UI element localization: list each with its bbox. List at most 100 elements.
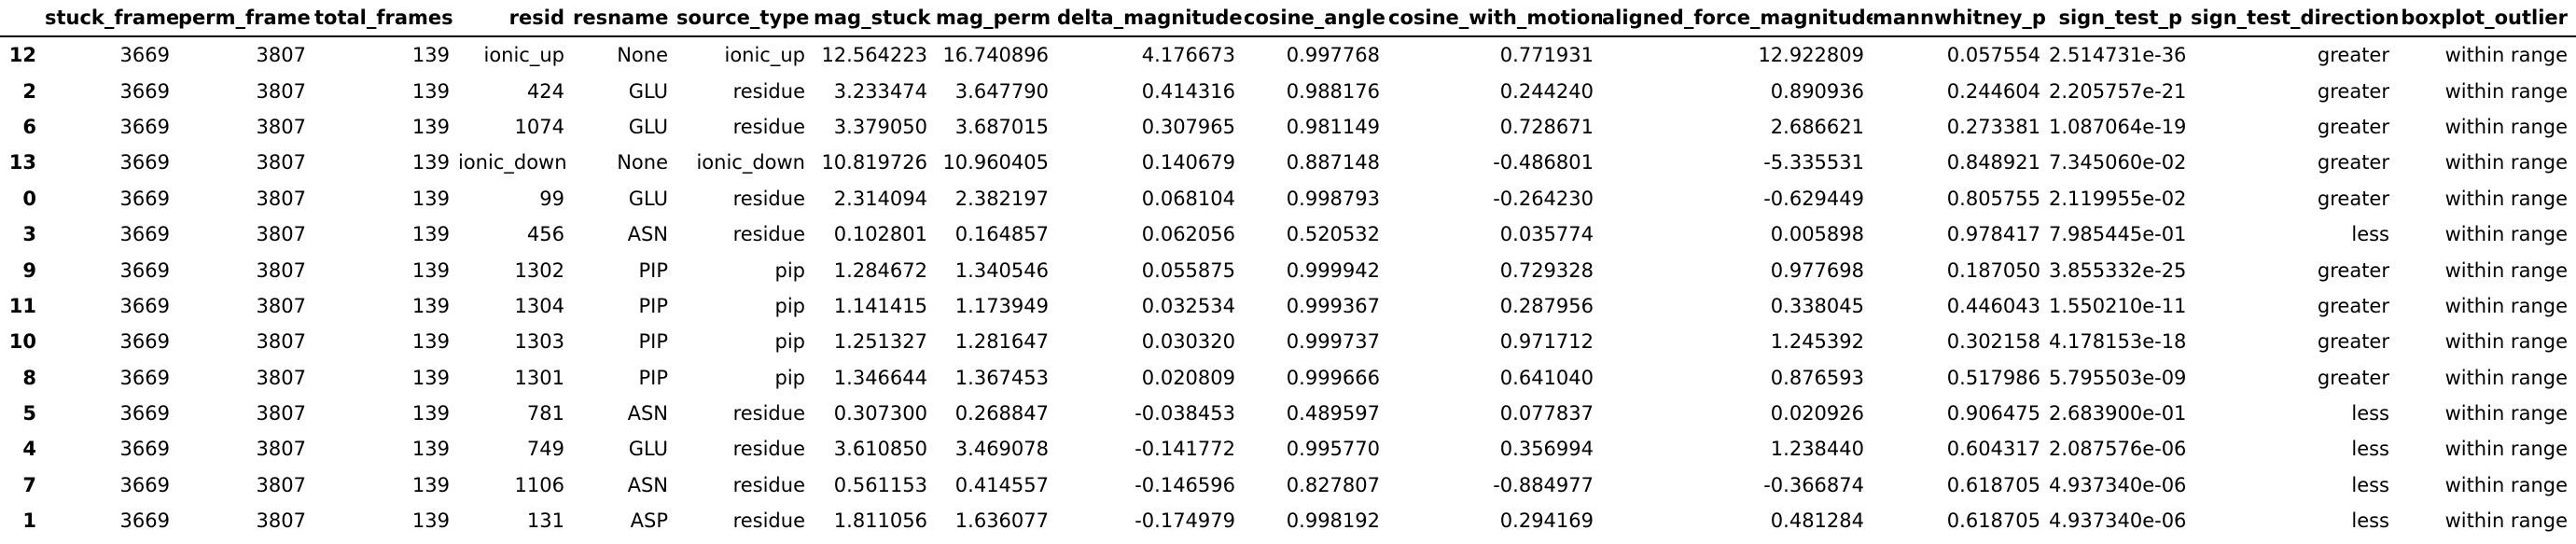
table-cell: 3807: [256, 79, 306, 103]
table-cell: ASP: [630, 509, 668, 533]
table-cell: 0.140679: [1141, 151, 1235, 174]
table-row: 9 3669 3807 139 1302 PIP pip 1.284672 1.340546 0.…: [0, 252, 2576, 287]
table-cell: 3669: [119, 187, 170, 210]
column-header: sign_test_p: [2049, 0, 2191, 37]
table-cell: within range: [2444, 115, 2568, 138]
table-cell: 3669: [119, 223, 170, 246]
table-body: 12 3669 3807 139 ionic_up None ionic_up 12.5642…: [0, 36, 2576, 538]
table-cell: less: [2351, 438, 2389, 461]
table-cell: residue: [732, 115, 805, 138]
column-header: mag_perm: [936, 0, 1057, 37]
table-cell: PIP: [638, 330, 668, 354]
table-cell: pip: [774, 366, 806, 389]
table-cell: 139: [411, 330, 450, 354]
table-cell: ASN: [627, 402, 668, 425]
table-cell: 0.032534: [1141, 294, 1235, 317]
table-row: 12 3669 3807 139 ionic_up None ionic_up 12.5642…: [0, 36, 2576, 73]
table-cell: 4.937340e-06: [2049, 473, 2187, 496]
table-cell: greater: [2317, 366, 2389, 389]
table-cell: greater: [2317, 294, 2389, 317]
table-cell: 0.020809: [1141, 366, 1235, 389]
table-cell: within range: [2444, 223, 2568, 246]
table-cell: 139: [411, 187, 450, 210]
column-header: mag_stuck: [814, 0, 936, 37]
column-header: aligned_force_magnitude: [1602, 0, 1873, 37]
table-cell: 1.636077: [954, 509, 1049, 533]
table-cell: 3807: [256, 402, 306, 425]
table-cell: PIP: [638, 258, 668, 282]
table-cell: 139: [411, 115, 450, 138]
table-cell: 0.999737: [1286, 330, 1380, 354]
table-cell: residue: [732, 438, 805, 461]
table-cell: pip: [774, 330, 806, 354]
table-cell: 0.268847: [954, 402, 1049, 425]
table-cell: 7.985445e-01: [2049, 223, 2187, 246]
table-cell: 1.141415: [833, 294, 927, 317]
table-row: 8 3669 3807 139 1301 PIP pip 1.346644 1.367453 0.…: [0, 360, 2576, 396]
table-cell: greater: [2317, 115, 2389, 138]
table-cell: 4.176673: [1141, 44, 1235, 67]
table-cell: 139: [411, 258, 450, 282]
table-cell: 0.102801: [833, 223, 927, 246]
table-cell: 3669: [119, 115, 170, 138]
table-row: 13 3669 3807 139 ionic_down None ionic_down 10.…: [0, 145, 2576, 180]
table-cell: 3669: [119, 366, 170, 389]
column-header: resid: [458, 0, 573, 37]
table-cell: 3.610850: [833, 438, 927, 461]
table-cell: 7.345060e-02: [2049, 151, 2187, 174]
table-cell: within range: [2444, 438, 2568, 461]
table-cell: residue: [732, 79, 805, 103]
table-cell: 1302: [514, 258, 564, 282]
table-cell: 1.367453: [954, 366, 1049, 389]
table-cell: 0.062056: [1141, 223, 1235, 246]
table-cell: 12.922809: [1758, 44, 1864, 67]
table-cell: within range: [2444, 473, 2568, 496]
table-cell: pip: [774, 294, 806, 317]
table-cell: residue: [732, 473, 805, 496]
table-cell: 2.205757e-21: [2049, 79, 2187, 103]
table-cell: 0.561153: [833, 473, 927, 496]
column-header: source_type: [676, 0, 814, 37]
table-cell: within range: [2444, 366, 2568, 389]
table-cell: 1.238440: [1770, 438, 1864, 461]
table-cell: 3669: [119, 509, 170, 533]
table-cell: 0.030320: [1141, 330, 1235, 354]
table-cell: 1.550210e-11: [2049, 294, 2187, 317]
column-header: resname: [573, 0, 676, 37]
table-cell: 0.273381: [1946, 115, 2040, 138]
table-cell: 3669: [119, 294, 170, 317]
table-cell: 10.819726: [821, 151, 927, 174]
table-cell: 0.988176: [1286, 79, 1380, 103]
table-cell: 139: [411, 366, 450, 389]
table-cell: 0.887148: [1286, 151, 1380, 174]
table-cell: 2.514731e-36: [2049, 44, 2187, 67]
table-cell: 4.937340e-06: [2049, 509, 2187, 533]
table-cell: 1074: [514, 115, 564, 138]
row-index: 6: [22, 115, 36, 138]
table-cell: 0.294169: [1499, 509, 1594, 533]
column-header: boxplot_outlier: [2398, 0, 2576, 37]
table-cell: 3.379050: [833, 115, 927, 138]
table-cell: 2.683900e-01: [2049, 402, 2187, 425]
table-cell: 3669: [119, 330, 170, 354]
table-cell: 139: [411, 438, 450, 461]
table-cell: 0.999367: [1286, 294, 1380, 317]
table-cell: ionic_up: [724, 44, 805, 67]
table-cell: 0.446043: [1946, 294, 2040, 317]
table-cell: -0.174979: [1135, 509, 1235, 533]
table-cell: 3669: [119, 79, 170, 103]
table-row: 0 3669 3807 139 99 GLU residue 2.314094 2.382197…: [0, 181, 2576, 216]
table-cell: 3669: [119, 402, 170, 425]
table-cell: 749: [526, 438, 564, 461]
table-cell: greater: [2317, 151, 2389, 174]
table-cell: 0.520532: [1286, 223, 1380, 246]
table-cell: 3807: [256, 509, 306, 533]
table-cell: 0.997768: [1286, 44, 1380, 67]
table-cell: greater: [2317, 44, 2389, 67]
table-cell: 16.740896: [942, 44, 1049, 67]
table-cell: PIP: [638, 294, 668, 317]
table-cell: 139: [411, 509, 450, 533]
table-cell: 0.999666: [1286, 366, 1380, 389]
table-cell: 0.771931: [1499, 44, 1594, 67]
